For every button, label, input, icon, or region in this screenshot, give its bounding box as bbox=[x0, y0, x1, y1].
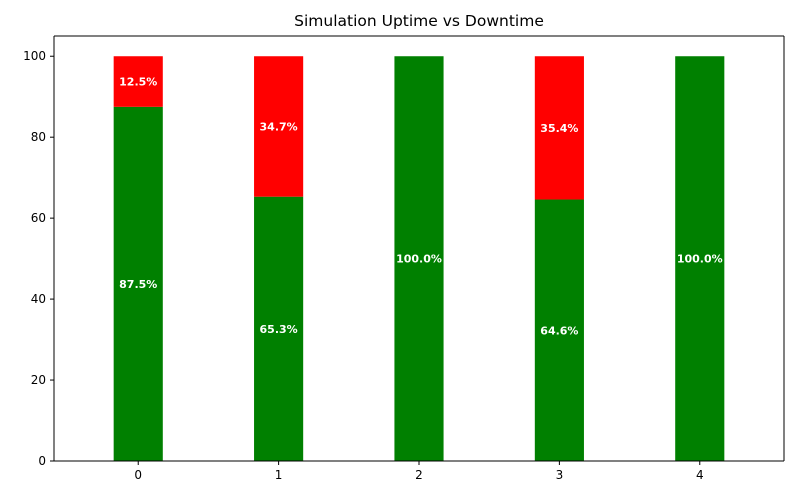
y-tick-label: 20 bbox=[31, 373, 46, 387]
y-tick-label: 100 bbox=[23, 49, 46, 63]
bar-value-label: 65.3% bbox=[260, 323, 298, 336]
y-tick-label: 80 bbox=[31, 130, 46, 144]
bar-segment-series0-cat2 bbox=[394, 56, 444, 461]
bar-value-label: 100.0% bbox=[396, 253, 442, 266]
bar-segment-series1-cat1 bbox=[254, 56, 304, 197]
x-tick-label: 4 bbox=[696, 468, 704, 482]
bar-segment-series0-cat1 bbox=[254, 196, 304, 461]
bar-segment-series1-cat0 bbox=[113, 56, 163, 107]
chart-title: Simulation Uptime vs Downtime bbox=[294, 12, 544, 30]
bar-segment-series0-cat0 bbox=[113, 106, 163, 461]
bar-segment-series1-cat3 bbox=[534, 56, 584, 200]
bars-layer bbox=[113, 56, 725, 461]
y-tick-label: 0 bbox=[38, 454, 46, 468]
x-tick-label: 2 bbox=[415, 468, 423, 482]
bar-value-label: 87.5% bbox=[119, 278, 157, 291]
bar-labels-layer: 87.5% 65.3% 100.0% 64.6% 100.0% 12.5% 34.7% 35.… bbox=[119, 76, 723, 338]
bar-segment-series0-cat3 bbox=[534, 199, 584, 461]
x-tick-label: 1 bbox=[275, 468, 283, 482]
bar-value-label: 64.6% bbox=[540, 324, 578, 337]
bar-segment-series0-cat4 bbox=[675, 56, 725, 461]
bar-value-label: 34.7% bbox=[260, 120, 298, 133]
y-tick-label: 60 bbox=[31, 211, 46, 225]
x-tick-label: 0 bbox=[134, 468, 142, 482]
bar-value-label: 100.0% bbox=[677, 253, 723, 266]
bar-value-label: 12.5% bbox=[119, 76, 157, 89]
y-tick-label: 40 bbox=[31, 292, 46, 306]
bar-value-label: 35.4% bbox=[540, 122, 578, 135]
axes-layer: 0 20 40 60 80 100 0 1 2 3 4 bbox=[23, 35, 785, 482]
x-tick-label: 3 bbox=[556, 468, 564, 482]
